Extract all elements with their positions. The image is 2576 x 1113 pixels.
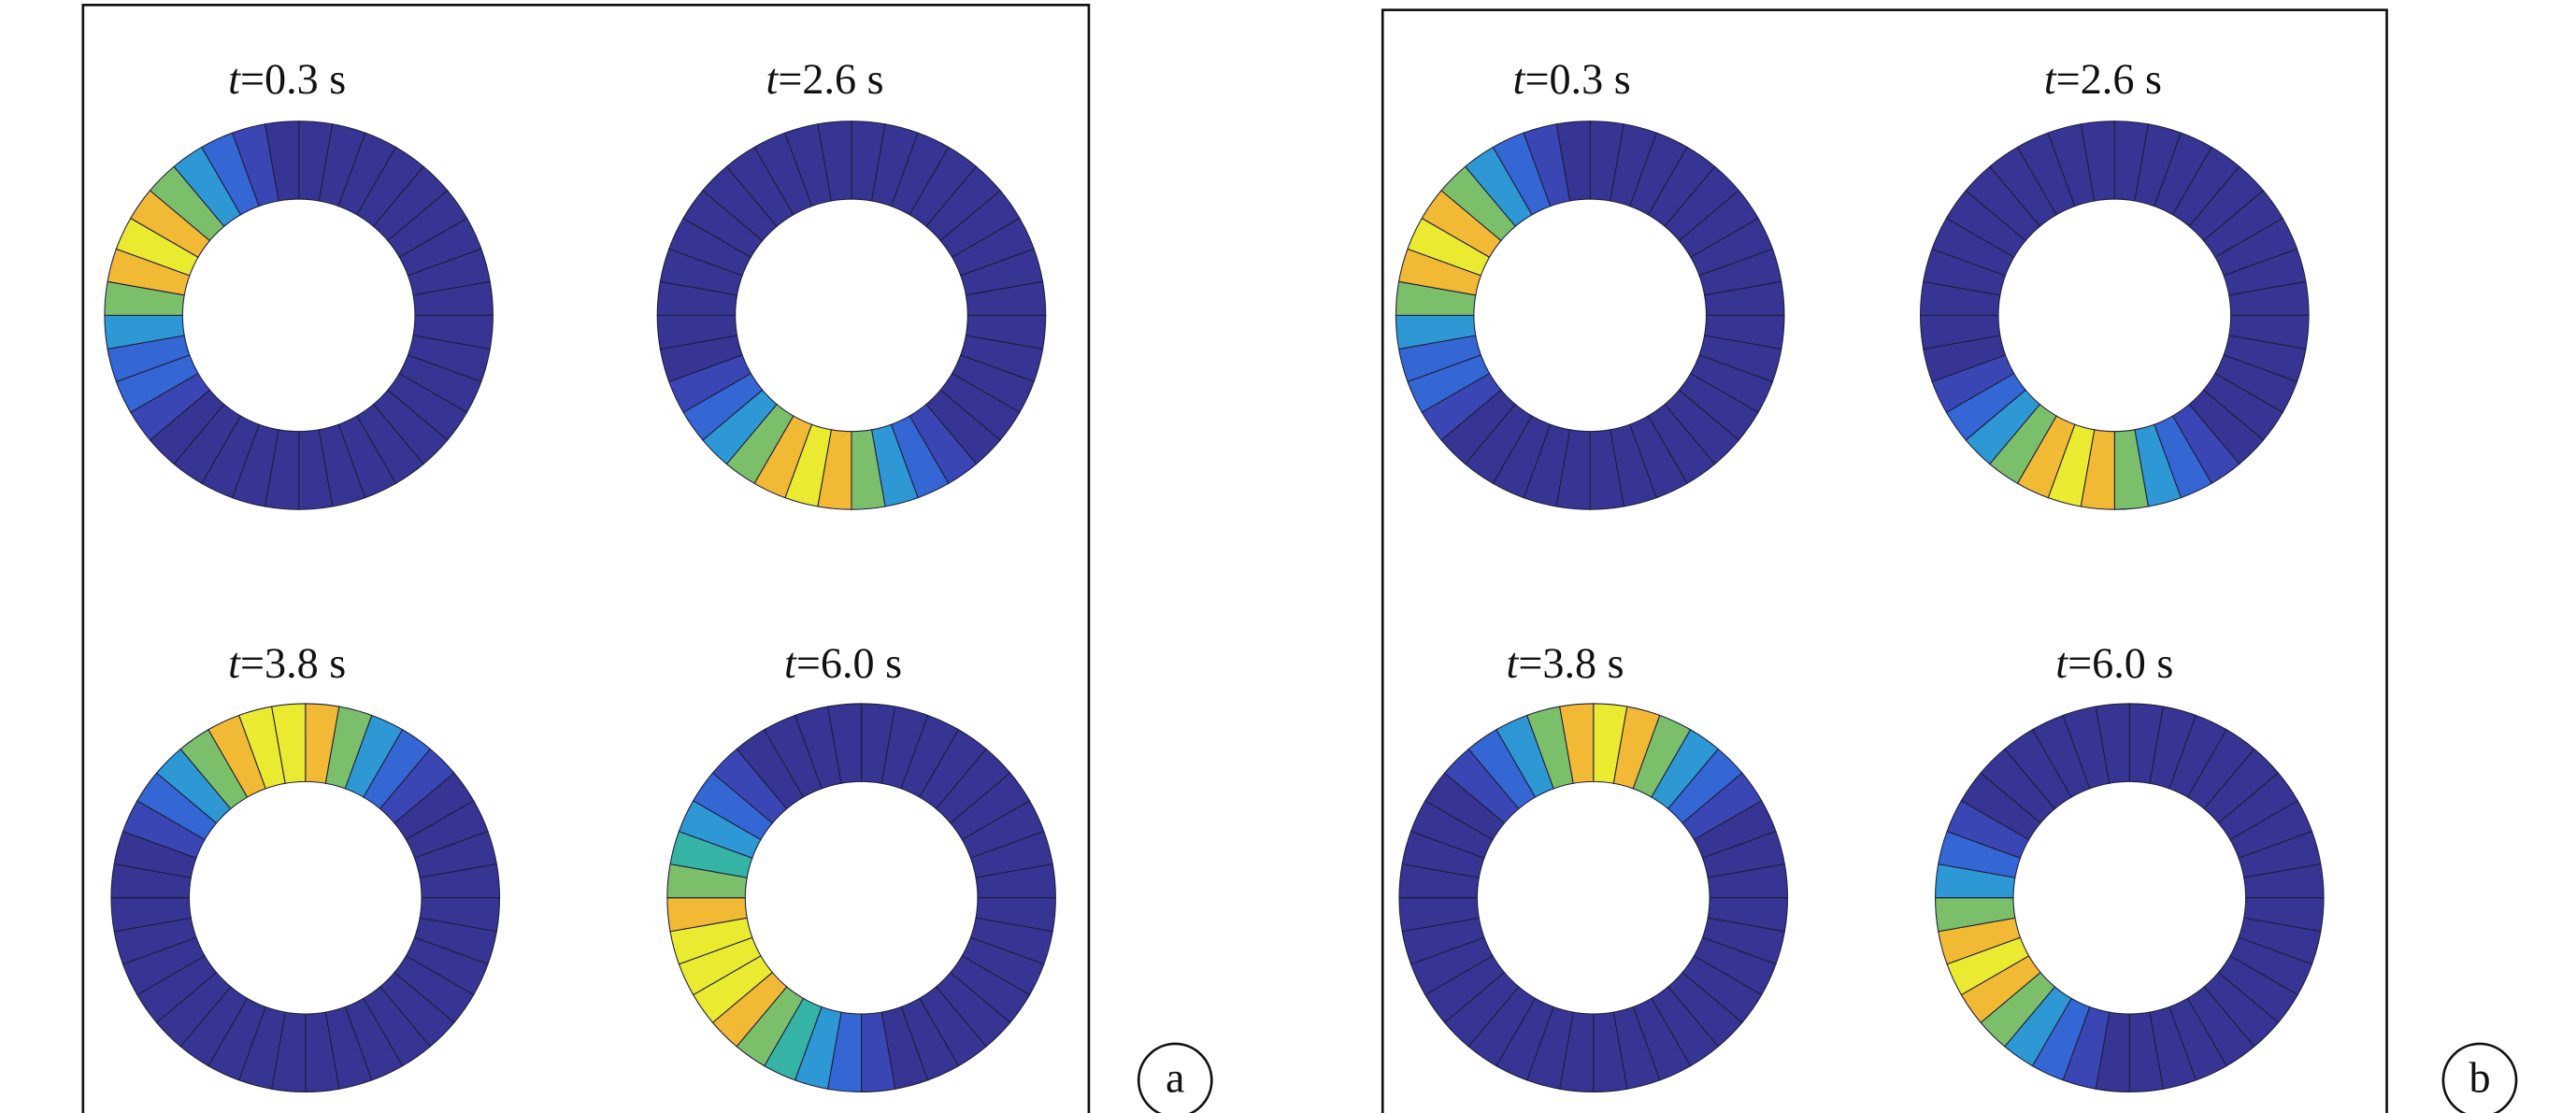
ring-segment — [1555, 121, 1591, 202]
ring-segment — [826, 703, 863, 784]
panel-label: a — [1166, 1053, 1185, 1101]
ring-segment — [271, 703, 307, 784]
plot-title: t=6.0 s — [784, 638, 902, 686]
ring — [666, 703, 1056, 1092]
ring — [1395, 121, 1785, 510]
panel-label: b — [2469, 1053, 2490, 1101]
plot-title: t=0.3 s — [228, 54, 346, 102]
plot-title: t=0.3 s — [1513, 54, 1631, 102]
plot-title: t=2.6 s — [766, 54, 884, 102]
ring-segment — [264, 121, 300, 202]
ring-segment — [817, 121, 852, 202]
ring — [104, 121, 494, 510]
ring — [1398, 703, 1789, 1092]
panel-frame — [1381, 8, 2388, 1113]
ring — [1935, 703, 2325, 1092]
ring-segment — [2095, 703, 2130, 784]
ring-segment — [1559, 703, 1595, 784]
plot-title: t=2.6 s — [2044, 54, 2162, 102]
ring — [110, 703, 501, 1092]
ring-segment — [2080, 121, 2115, 202]
ring — [1920, 121, 2310, 510]
ring — [656, 121, 1047, 510]
panel-frame — [81, 3, 1091, 1113]
panel-badge — [1137, 1042, 1213, 1113]
plot-title: t=3.8 s — [228, 638, 346, 686]
panel-badge — [2441, 1042, 2518, 1113]
plot-title: t=6.0 s — [2055, 638, 2173, 686]
plot-title: t=3.8 s — [1507, 638, 1624, 686]
